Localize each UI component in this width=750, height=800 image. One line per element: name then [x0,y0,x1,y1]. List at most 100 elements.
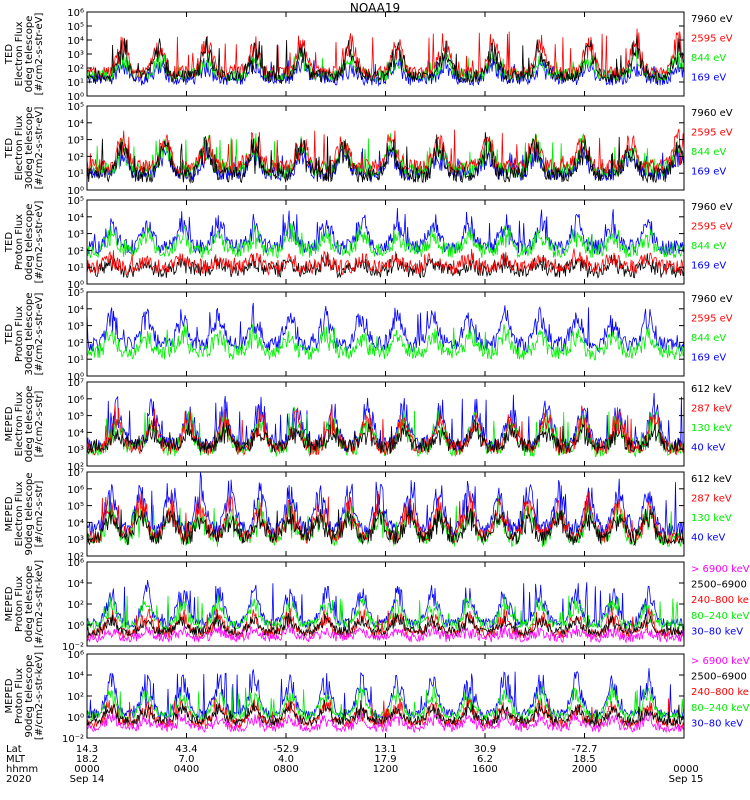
y-axis-label: MEPEDProton Flux0deg telescope[#/cm2-s-s… [4,560,45,648]
orbit-row-value: -52.9 [273,744,299,755]
y-tick-label: 10² [67,338,84,349]
y-axis-label-line: TED [4,232,15,253]
y-axis-label: TEDProton Flux0deg telescope[#/cm2-s-str… [4,201,45,284]
y-axis-label-line: [#/cm2-s-str-keV] [34,652,45,740]
series-line-1-2 [86,128,685,176]
y-tick-label: 10⁰ [67,280,84,291]
legend-entry: 30–80 keV [691,718,743,729]
legend-entry: 169 eV [691,167,726,178]
series-line-6-3 [86,612,685,638]
y-axis-label-line: 90deg telescope [24,654,35,737]
y-axis-label-line: [#/cm2-s-str] [34,480,45,547]
y-tick-label: 10⁵ [67,288,84,299]
y-tick-label: 10⁻² [62,734,84,745]
series-line-7-1 [86,683,685,722]
series-line-6-4 [86,623,685,644]
series-line-0-3 [86,35,685,84]
y-axis-label-line: [#/cm2-s-str] [34,390,45,457]
y-tick-label: 10¹ [67,78,84,89]
y-tick-label: 10³ [67,322,84,333]
series-line-5-2 [86,489,685,545]
orbit-row-value: 7.0 [178,754,195,765]
y-axis-label-line: Electron Flux [14,21,25,86]
orbit-row-value: 43.4 [175,744,198,755]
series-line-7-4 [86,711,685,734]
legend-entry: 7960 eV [691,108,733,119]
y-axis-label-line: Proton Flux [14,214,25,270]
legend-entry: 80–240 keV [691,611,750,622]
orbit-row-value: 1600 [472,764,498,775]
legend-entry: 287 keV [691,404,732,415]
y-axis-label-line: Electron Flux [14,481,25,546]
legend-entry: 240–800 ke [691,687,749,698]
legend-entry: 240–800 ke [691,595,749,606]
legend-entry: 7960 eV [691,202,733,213]
legend-entry: 2500–6900 [691,580,747,591]
y-axis-label-line: 30deg telescope [24,292,35,375]
y-axis-label-line: TED [4,44,15,65]
y-tick-label: 10³ [67,50,84,61]
orbit-row-key: MLT [6,754,25,765]
y-axis-label-line: Electron Flux [14,115,25,180]
y-axis-label: TEDElectron Flux30deg telescope[#/cm2-s-… [4,106,45,189]
legend-entry: 169 eV [691,261,726,272]
orbit-row-value: 14.3 [75,744,99,755]
y-axis-label: TEDElectron Flux0deg telescope[#/cm2-s-s… [4,13,45,96]
y-tick-label: 10⁵ [67,502,84,513]
y-tick-label: 10² [67,692,84,703]
legend-entry: 844 eV [691,333,726,344]
y-axis-label-line: Proton Flux [14,576,25,632]
y-tick-label: 10² [67,600,84,611]
series-line-3-1 [86,323,685,361]
orbit-row-value: 0000 [74,764,100,775]
y-tick-label: 10⁴ [67,671,84,682]
series-line-4-3 [86,418,685,454]
legend-entry: 80–240 keV [691,703,750,714]
legend-entry: 130 keV [691,513,732,524]
legend-entry: 2595 eV [691,128,733,139]
y-tick-label: 10⁵ [67,412,84,423]
orbit-row-value: 17.9 [374,754,397,765]
panel-frame [86,105,685,191]
y-axis-label-line: [#/cm2-s-str-eV] [34,13,45,96]
y-tick-label: 10⁴ [67,119,84,130]
y-axis-label-line: TED [4,324,15,345]
y-tick-label: 10⁶ [67,558,84,569]
legend-entry: 7960 eV [691,14,733,25]
panel-frame [86,291,685,377]
series-line-6-1 [86,595,685,632]
orbit-row-value: 0800 [273,764,299,775]
legend-entry: 30–80 keV [691,626,743,637]
legend-entry: 40 keV [691,533,725,544]
orbit-row-value: 0000 [673,764,699,775]
y-tick-label: 10² [67,152,84,163]
orbit-row-value: 18.2 [75,754,99,765]
y-tick-label: 10² [67,552,84,563]
orbit-row-value: Sep 14 [69,774,105,785]
y-tick-label: 10¹ [67,169,84,180]
y-axis-label-line: MEPED [4,678,15,713]
legend-entry: 2595 eV [691,222,733,233]
legend-entry: 40 keV [691,443,725,454]
orbit-row-key: Lat [6,744,22,755]
y-tick-label: 10⁰ [67,713,84,724]
series-line-1-3 [86,132,685,184]
orbit-row-value: 30.9 [473,744,497,755]
y-tick-label: 10⁴ [67,518,84,529]
legend-entry: 287 keV [691,494,732,505]
series-line-6-0 [86,579,685,629]
y-axis-label-line: 0deg telescope [24,204,35,281]
y-tick-label: 10⁶ [67,8,84,19]
legend-entry: 2595 eV [691,314,733,325]
y-tick-label: 10⁴ [67,579,84,590]
y-axis-label-line: 0deg telescope [24,566,35,643]
y-tick-label: 10⁴ [67,36,84,47]
y-axis-label-line: [#/cm2-s-str-keV] [34,560,45,648]
orbit-row-value: 2000 [571,764,598,775]
legend-entry: 169 eV [691,73,726,84]
series-line-2-1 [86,248,685,276]
y-axis-label-line: 0deg telescope [24,386,35,463]
y-tick-label: 10⁰ [67,186,84,197]
y-tick-label: 10⁰ [67,92,84,103]
